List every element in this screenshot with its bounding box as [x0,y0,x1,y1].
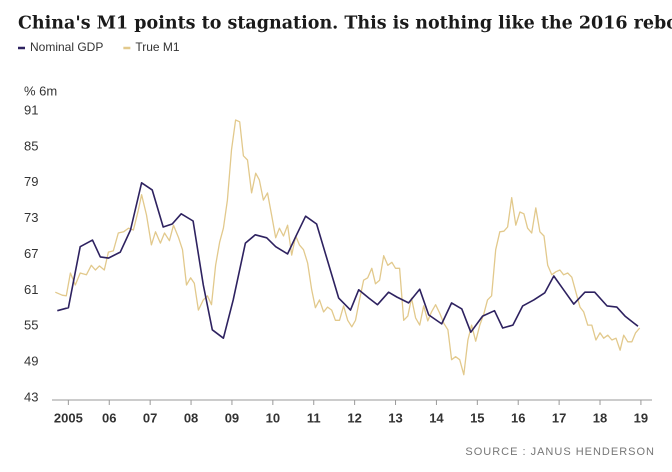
x-tick-label: 11 [307,410,321,425]
y-tick-label: 85 [24,138,38,153]
y-axis-label: % 6m [24,83,57,98]
y-tick-label: 55 [24,318,38,333]
y-tick-label: 49 [24,354,38,369]
chart-title: China's M1 points to stagnation. This is… [18,14,672,34]
y-tick-label: 79 [24,174,38,189]
legend-label: True M1 [135,40,180,54]
x-tick-label: 17 [552,410,566,425]
x-tick-label: 10 [266,410,280,425]
y-tick-label: 73 [24,210,38,225]
x-tick-label: 14 [429,410,444,425]
y-tick-label: 43 [24,389,38,404]
x-tick-label: 15 [470,410,484,425]
series-line [55,119,641,376]
x-tick-label: 18 [593,410,607,425]
x-tick-label: 08 [184,410,198,425]
y-tick-label: 61 [24,282,38,297]
x-tick-label: 2005 [54,410,83,425]
y-tick-label: 67 [24,246,38,261]
series-line [57,182,639,339]
source: SOURCE : JANUS HENDERSON [465,446,655,458]
x-tick-label: 19 [634,410,648,425]
y-tick-label: 91 [24,102,38,117]
x-tick-label: 16 [511,410,525,425]
x-tick-label: 07 [143,410,157,425]
legend-label: Nominal GDP [30,40,103,54]
x-tick-label: 06 [102,410,116,425]
x-tick-label: 13 [388,410,402,425]
x-tick-label: 12 [347,410,361,425]
x-tick-label: 09 [225,410,239,425]
